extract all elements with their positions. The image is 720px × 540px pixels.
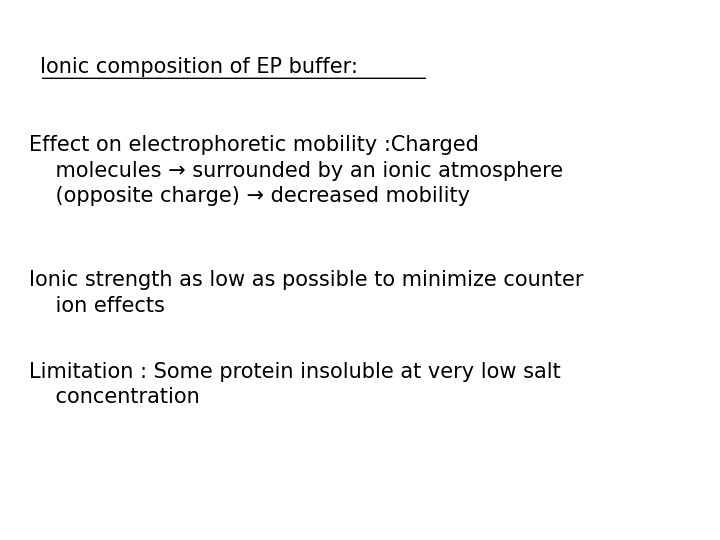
Text: Limitation : Some protein insoluble at very low salt
    concentration: Limitation : Some protein insoluble at v… [29,362,561,407]
Text: Ionic composition of EP buffer:: Ionic composition of EP buffer: [40,57,357,77]
Text: Ionic strength as low as possible to minimize counter
    ion effects: Ionic strength as low as possible to min… [29,270,583,315]
Text: Effect on electrophoretic mobility :Charged
    molecules → surrounded by an ion: Effect on electrophoretic mobility :Char… [29,135,563,206]
